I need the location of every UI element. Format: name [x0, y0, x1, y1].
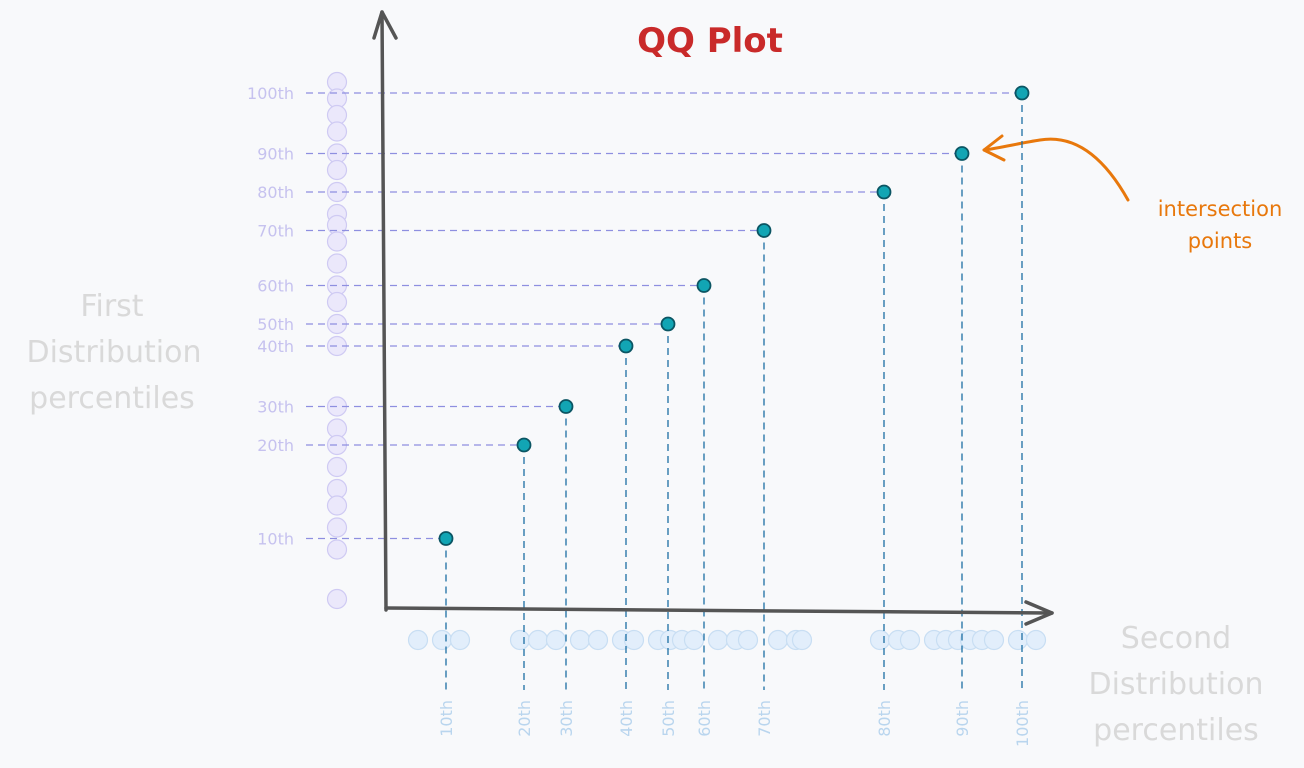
second-distribution-sample — [791, 629, 813, 651]
y-tick-label: 70th — [257, 222, 294, 241]
second-distribution-sample — [509, 629, 531, 651]
x-axis-label-line-2: Distribution — [1088, 667, 1263, 702]
x-tick-labels: 10th 20th 30th 40th 50th 60th 70th 80th 90th 100t… — [437, 700, 1032, 747]
x-axis — [384, 606, 1054, 615]
first-distribution-sample — [326, 495, 348, 516]
second-distribution-sample — [407, 629, 429, 651]
y-tick-label: 80th — [257, 183, 294, 202]
y-axis — [380, 10, 388, 612]
second-distribution-sample — [767, 629, 789, 651]
annotation-arrowhead — [982, 134, 1006, 162]
y-axis-arrowhead — [372, 10, 398, 40]
annotation-line-2: points — [1188, 229, 1253, 253]
second-distribution-sample — [707, 629, 729, 651]
x-tick-label: 80th — [875, 700, 894, 737]
guide-lines — [306, 92, 1023, 690]
y-axis-label-line-3: percentiles — [29, 381, 195, 416]
x-axis-label: Second Distribution percentiles — [1088, 621, 1263, 748]
first-distribution-sample — [326, 253, 348, 274]
y-tick-label: 40th — [257, 337, 294, 356]
second-distribution-sample — [1007, 629, 1029, 651]
x-tick-label: 30th — [557, 700, 576, 737]
second-distribution-sample — [1025, 629, 1047, 651]
second-distribution-sample — [899, 629, 921, 651]
y-axis-label-line-1: First — [80, 289, 143, 324]
x-axis-label-line-1: Second — [1121, 621, 1231, 656]
x-tick-label: 50th — [659, 700, 678, 737]
annotation-line-1: intersection — [1158, 197, 1283, 221]
second-distribution-sample — [431, 629, 453, 651]
second-distribution-sample — [983, 629, 1005, 651]
x-axis-arrowhead — [1024, 600, 1054, 626]
y-tick-label: 100th — [247, 84, 294, 103]
y-tick-label: 20th — [257, 436, 294, 455]
intersection-point — [558, 399, 574, 414]
second-distribution-sample — [527, 629, 549, 651]
second-distribution-sample — [587, 629, 609, 651]
second-distribution-sample — [869, 629, 891, 651]
x-tick-label: 100th — [1013, 700, 1032, 747]
second-distribution-samples — [407, 629, 1047, 651]
second-distribution-sample — [683, 629, 705, 651]
intersection-point — [516, 437, 532, 453]
first-distribution-sample — [326, 539, 348, 560]
y-tick-label: 10th — [257, 530, 294, 549]
intersection-point — [876, 184, 892, 200]
first-distribution-sample — [326, 517, 348, 538]
second-distribution-sample — [545, 629, 567, 651]
x-tick-label: 20th — [515, 700, 534, 737]
first-distribution-sample — [326, 588, 348, 610]
intersection-point — [660, 316, 676, 332]
first-distribution-samples — [326, 71, 348, 610]
second-distribution-sample — [737, 629, 759, 651]
intersection-point — [756, 223, 772, 238]
y-axis-label: First Distribution percentiles — [26, 289, 201, 416]
intersection-point — [696, 278, 712, 293]
y-axis-label-line-2: Distribution — [26, 335, 201, 370]
intersection-point — [954, 146, 970, 161]
x-tick-label: 90th — [953, 700, 972, 737]
intersection-point — [1014, 85, 1030, 101]
x-tick-label: 60th — [695, 700, 714, 737]
y-tick-label: 90th — [257, 145, 294, 164]
second-distribution-sample — [449, 629, 471, 651]
first-distribution-sample — [326, 291, 348, 313]
y-tick-label: 60th — [257, 277, 294, 296]
x-axis-label-line-3: percentiles — [1093, 713, 1259, 748]
second-distribution-sample — [569, 629, 591, 651]
y-tick-labels: 10th 20th 30th 40th 50th 60th 70th 80th 90th 100t… — [247, 84, 294, 549]
intersection-point — [618, 338, 634, 354]
x-tick-label: 70th — [755, 700, 774, 737]
annotation: intersection points — [1158, 197, 1283, 253]
first-distribution-sample — [326, 456, 348, 478]
first-distribution-sample — [326, 231, 348, 252]
first-distribution-sample — [326, 159, 348, 181]
annotation-arrow — [982, 137, 1130, 202]
intersection-point — [438, 531, 454, 546]
intersection-points — [438, 85, 1030, 546]
x-tick-label: 40th — [617, 700, 636, 737]
chart-title: QQ Plot — [637, 21, 783, 61]
second-distribution-sample — [623, 629, 645, 651]
axes — [372, 10, 1054, 626]
y-tick-label: 30th — [257, 398, 294, 417]
first-distribution-sample — [326, 121, 348, 142]
y-tick-label: 50th — [257, 315, 294, 334]
x-tick-label: 10th — [437, 700, 456, 737]
